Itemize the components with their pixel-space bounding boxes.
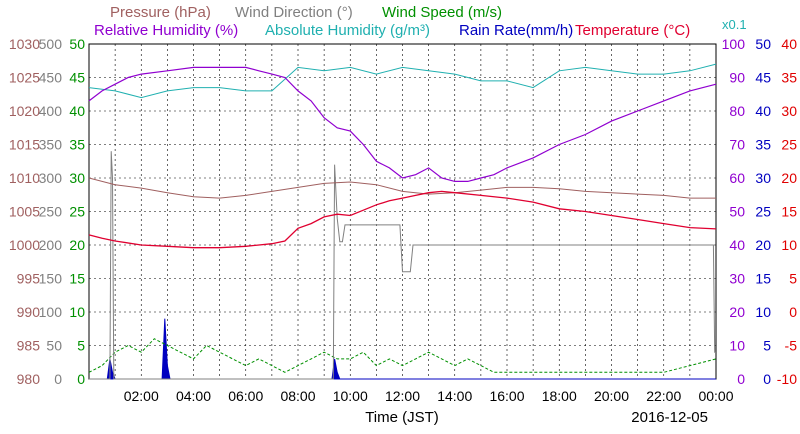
x-tick-label: 14:00 xyxy=(437,388,472,404)
y-tick-humidity: 30 xyxy=(729,271,745,287)
legend-pressure: Pressure (hPa) xyxy=(110,4,211,21)
y-tick-pressure: 1005 xyxy=(9,204,40,220)
y-tick-rain-rate: 45 xyxy=(755,70,771,86)
y-tick-wind-speed: 40 xyxy=(69,103,85,119)
legend-rain-rate: Rain Rate(mm/h) xyxy=(459,22,573,39)
y-tick-wind-speed: 35 xyxy=(69,137,85,153)
y-tick-rain-rate: 30 xyxy=(755,170,771,186)
y-tick-humidity: 60 xyxy=(729,170,745,186)
y-tick-temperature: 5 xyxy=(789,271,797,287)
y-tick-temperature: 15 xyxy=(781,204,797,220)
legend-x01: x0.1 xyxy=(722,17,747,32)
y-tick-temperature: 0 xyxy=(789,304,797,320)
y-tick-temperature: -10 xyxy=(777,371,797,387)
x-tick-label: 12:00 xyxy=(385,388,420,404)
y-tick-wind-direction: 200 xyxy=(39,237,63,253)
y-tick-pressure: 985 xyxy=(17,338,41,354)
x-tick-label: 00:00 xyxy=(698,388,733,404)
y-tick-rain-rate: 25 xyxy=(755,204,771,220)
x-tick-label: 08:00 xyxy=(280,388,315,404)
y-tick-wind-speed: 50 xyxy=(69,36,85,52)
y-tick-temperature: 40 xyxy=(781,36,797,52)
y-tick-humidity: 80 xyxy=(729,103,745,119)
y-tick-humidity: 20 xyxy=(729,304,745,320)
y-tick-wind-direction: 400 xyxy=(39,103,63,119)
series-temperature xyxy=(88,190,717,249)
y-tick-wind-speed: 30 xyxy=(69,170,85,186)
y-tick-humidity: 50 xyxy=(729,204,745,220)
series-wind-direction xyxy=(89,151,716,380)
legend-wind-direction: Wind Direction (°) xyxy=(235,4,353,21)
y-tick-rain-rate: 50 xyxy=(755,36,771,52)
x-tick-label: 16:00 xyxy=(489,388,524,404)
y-tick-humidity: 10 xyxy=(729,338,745,354)
series-rain-rate xyxy=(89,318,716,380)
y-tick-wind-direction: 450 xyxy=(39,70,63,86)
y-tick-humidity: 70 xyxy=(729,137,745,153)
y-tick-rain-rate: 35 xyxy=(755,137,771,153)
y-tick-pressure: 1030 xyxy=(9,36,40,52)
y-tick-wind-speed: 45 xyxy=(69,70,85,86)
y-tick-humidity: 100 xyxy=(722,36,746,52)
legend-temperature: Temperature (°C) xyxy=(575,22,690,39)
y-tick-pressure: 1020 xyxy=(9,103,40,119)
y-tick-temperature: 10 xyxy=(781,237,797,253)
y-tick-pressure: 995 xyxy=(17,271,41,287)
y-tick-wind-speed: 0 xyxy=(77,371,85,387)
y-tick-pressure: 990 xyxy=(17,304,41,320)
y-tick-rain-rate: 5 xyxy=(763,338,771,354)
y-tick-wind-speed: 20 xyxy=(69,237,85,253)
y-tick-rain-rate: 40 xyxy=(755,103,771,119)
y-tick-humidity: 40 xyxy=(729,237,745,253)
x-tick-label: 02:00 xyxy=(124,388,159,404)
y-tick-rain-rate: 20 xyxy=(755,237,771,253)
y-tick-pressure: 980 xyxy=(17,371,41,387)
y-tick-humidity: 0 xyxy=(737,371,745,387)
series-relative-humidity xyxy=(88,66,717,182)
y-tick-pressure: 1010 xyxy=(9,170,40,186)
x-axis-label: Time (JST) xyxy=(365,409,439,426)
x-tick-label: 20:00 xyxy=(594,388,629,404)
y-tick-temperature: 30 xyxy=(781,103,797,119)
series-pressure xyxy=(88,177,716,199)
y-tick-wind-speed: 15 xyxy=(69,271,85,287)
legend-absolute-humidity: Absolute Humidity (g/m³) xyxy=(265,22,430,39)
y-tick-pressure: 1015 xyxy=(9,137,40,153)
y-tick-wind-speed: 5 xyxy=(77,338,85,354)
y-tick-pressure: 1025 xyxy=(9,70,40,86)
y-tick-wind-direction: 300 xyxy=(39,170,63,186)
y-tick-temperature: 35 xyxy=(781,70,797,86)
y-tick-temperature: -5 xyxy=(785,338,798,354)
series-wind-speed xyxy=(88,338,717,373)
y-tick-wind-direction: 500 xyxy=(39,36,63,52)
y-tick-pressure: 1000 xyxy=(9,237,40,253)
y-tick-wind-direction: 100 xyxy=(39,304,63,320)
x-tick-label: 06:00 xyxy=(228,388,263,404)
x-tick-label: 10:00 xyxy=(333,388,368,404)
grid xyxy=(89,44,716,379)
y-tick-wind-speed: 25 xyxy=(69,204,85,220)
legend-relative-humidity: Relative Humidity (%) xyxy=(94,22,238,39)
chart-date: 2016-12-05 xyxy=(631,409,708,426)
series-absolute-humidity xyxy=(88,63,717,99)
y-tick-rain-rate: 10 xyxy=(755,304,771,320)
y-tick-wind-direction: 250 xyxy=(39,204,63,220)
y-tick-wind-direction: 0 xyxy=(54,371,62,387)
legend-wind-speed: Wind Speed (m/s) xyxy=(382,4,502,21)
axis-layer: 02:00 04:00 06:00 08:00 10:00 12:00 14:00 16:00… xyxy=(9,36,797,404)
y-tick-wind-direction: 350 xyxy=(39,137,63,153)
y-tick-humidity: 90 xyxy=(729,70,745,86)
y-tick-rain-rate: 0 xyxy=(763,371,771,387)
y-tick-rain-rate: 15 xyxy=(755,271,771,287)
y-tick-wind-speed: 10 xyxy=(69,304,85,320)
y-tick-wind-direction: 150 xyxy=(39,271,63,287)
y-tick-wind-direction: 50 xyxy=(46,338,62,354)
x-tick-label: 18:00 xyxy=(542,388,577,404)
x-tick-label: 22:00 xyxy=(646,388,681,404)
series-layer xyxy=(88,63,717,380)
x-tick-label: 04:00 xyxy=(176,388,211,404)
y-tick-temperature: 20 xyxy=(781,170,797,186)
y-tick-temperature: 25 xyxy=(781,137,797,153)
